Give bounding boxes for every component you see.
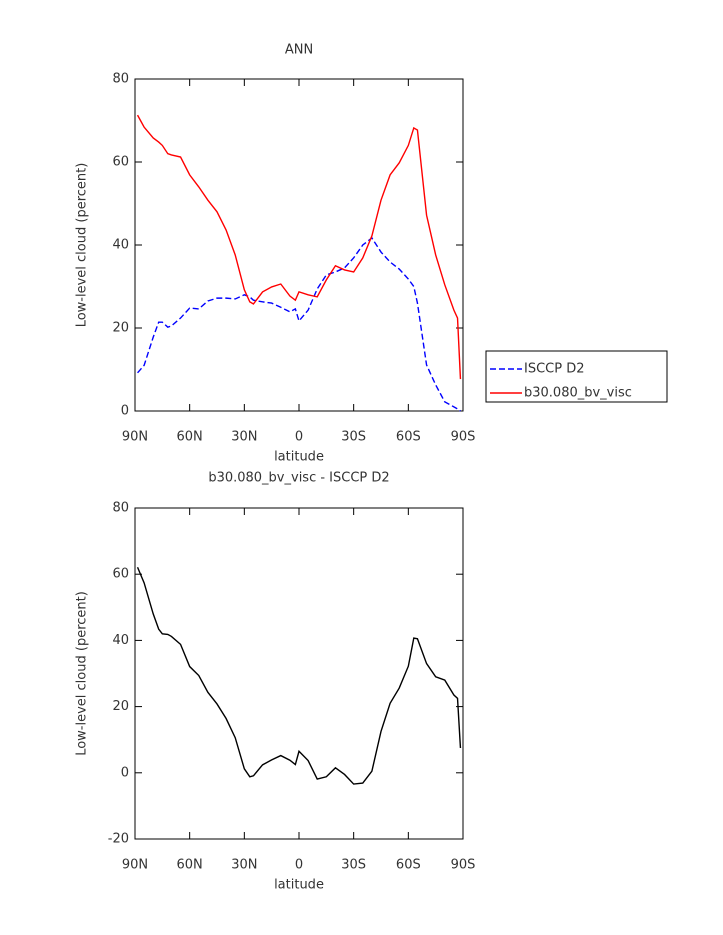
x-tick-label: 60S — [396, 858, 421, 873]
y-axis-label: Low-level cloud (percent) — [75, 591, 90, 756]
data-line — [137, 236, 461, 412]
y-tick-label: -20 — [108, 832, 129, 847]
x-tick-label: 0 — [295, 858, 303, 873]
y-tick-label: 60 — [112, 567, 129, 582]
x-tick-label: 90S — [451, 858, 476, 873]
x-axis-label: latitude — [274, 878, 324, 893]
x-tick-label: 30S — [341, 430, 366, 445]
data-line — [136, 566, 462, 785]
y-axis-label: Low-level cloud (percent) — [75, 163, 90, 328]
y-tick-label: 80 — [112, 501, 129, 516]
y-tick-label: 0 — [121, 404, 129, 419]
x-tick-label: 90N — [122, 430, 148, 445]
legend-label: ISCCP D2 — [524, 362, 585, 377]
chart-title: ANN — [285, 43, 313, 58]
x-tick-label: 30N — [231, 858, 257, 873]
x-tick-label: 0 — [295, 430, 303, 445]
chart-title: b30.080_bv_visc - ISCCP D2 — [208, 471, 389, 486]
data-line — [136, 114, 462, 380]
x-tick-label: 30S — [341, 858, 366, 873]
legend-label: b30.080_bv_visc — [524, 386, 632, 401]
x-tick-label: 60N — [177, 430, 203, 445]
y-tick-label: 40 — [112, 633, 129, 648]
x-tick-label: 60N — [177, 858, 203, 873]
y-tick-label: 60 — [112, 155, 129, 170]
y-tick-label: 20 — [112, 321, 129, 336]
y-tick-label: 40 — [112, 238, 129, 253]
plot-frame — [134, 507, 464, 840]
x-tick-label: 90N — [122, 858, 148, 873]
x-axis-label: latitude — [274, 450, 324, 465]
x-tick-label: 60S — [396, 430, 421, 445]
y-tick-label: 20 — [112, 699, 129, 714]
y-tick-label: 80 — [112, 72, 129, 87]
x-tick-label: 30N — [231, 430, 257, 445]
x-tick-label: 90S — [451, 430, 476, 445]
y-tick-label: 0 — [121, 765, 129, 780]
